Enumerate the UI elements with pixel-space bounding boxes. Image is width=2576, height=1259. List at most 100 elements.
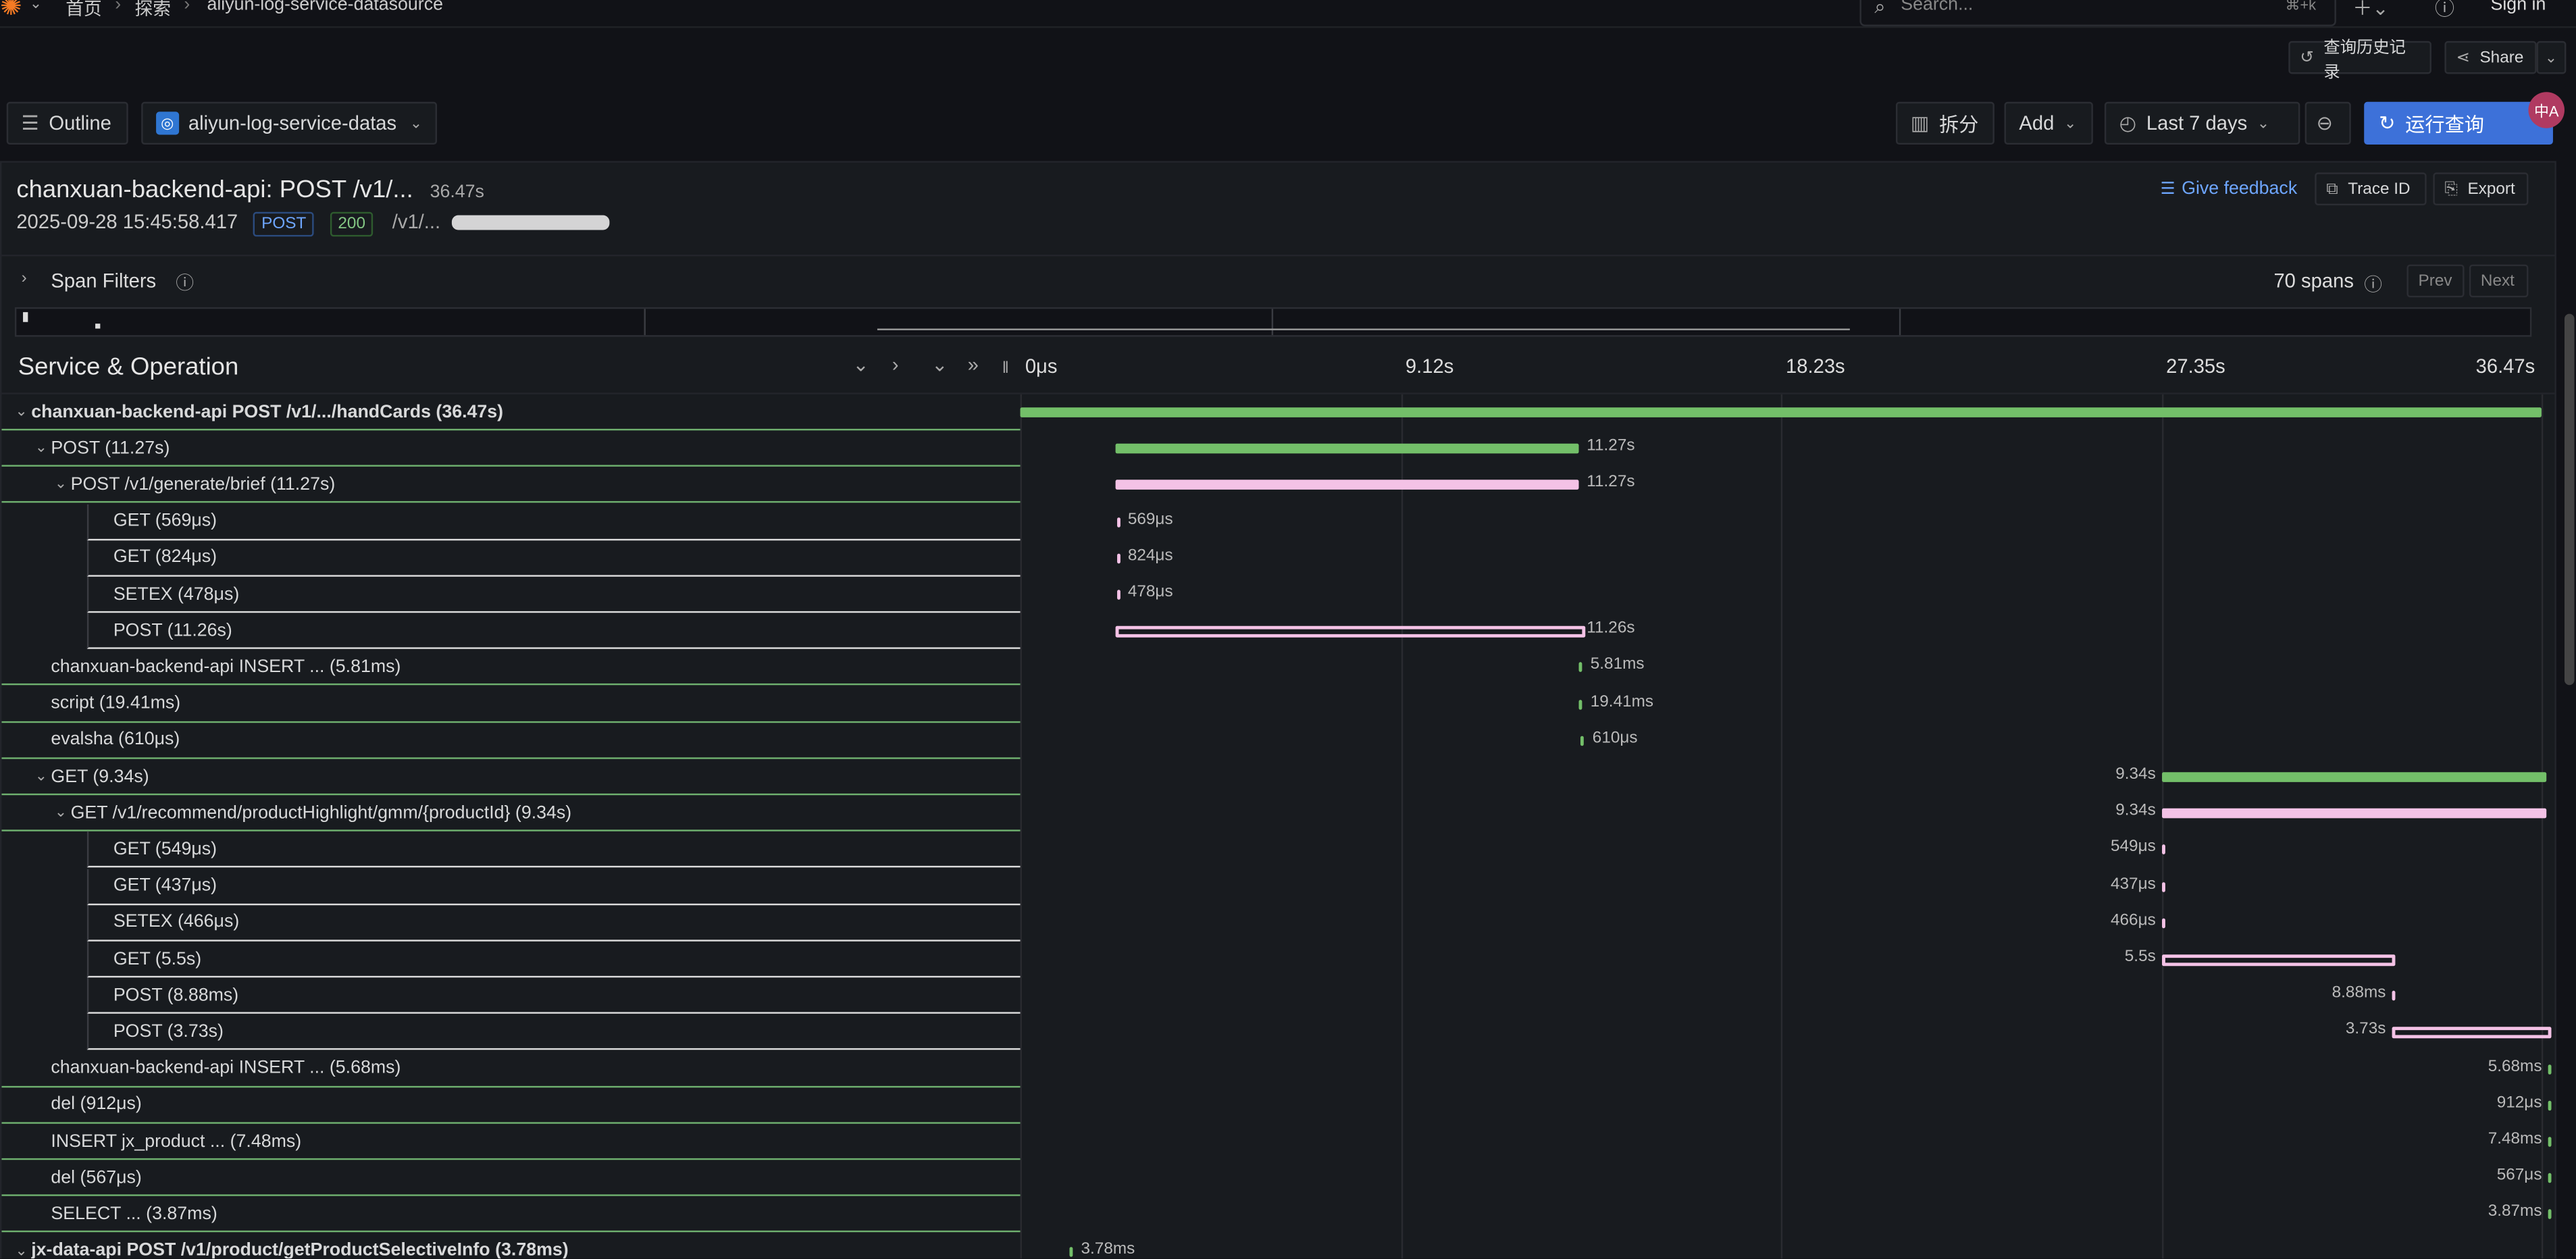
span-bar[interactable] xyxy=(2392,991,2396,1001)
span-row[interactable]: script (19.41ms) xyxy=(1,686,1021,723)
grafana-logo-icon[interactable]: ✺ xyxy=(0,0,22,22)
datasource-picker[interactable]: ◎ aliyun-log-service-datas ⌄ xyxy=(141,101,438,145)
query-history-button[interactable]: ↺ 查询历史记录 xyxy=(2288,39,2431,82)
plus-icon[interactable]: ＋⌄ xyxy=(2352,0,2389,20)
span-bar[interactable] xyxy=(2162,808,2546,819)
span-bar[interactable] xyxy=(1115,444,1579,454)
help-icon[interactable]: ⓘ xyxy=(2434,0,2455,20)
span-bar[interactable] xyxy=(1115,480,1579,490)
span-row[interactable]: GET (437μs) xyxy=(86,868,1021,905)
span-bar[interactable] xyxy=(2548,1064,2552,1074)
chevron-down-icon[interactable]: ⌄ xyxy=(54,475,68,492)
span-bar[interactable] xyxy=(1578,699,1582,709)
span-bar[interactable] xyxy=(2548,1173,2552,1183)
span-row[interactable]: ⌄ GET /v1/recommend/productHighlight/gmm/… xyxy=(1,796,1021,832)
span-row[interactable]: chanxuan-backend-api INSERT ... (5.81ms) xyxy=(1,650,1021,686)
span-timeline-row[interactable]: 3.78ms xyxy=(1021,1233,2542,1258)
run-query-button[interactable]: ↻ 运行查询 xyxy=(2364,101,2553,145)
span-bar[interactable] xyxy=(1578,663,1582,673)
span-row[interactable]: GET (824μs) xyxy=(86,540,1021,577)
avatar[interactable]: 中A xyxy=(2528,92,2565,128)
trace-id-button[interactable]: ⧉ Trace ID xyxy=(2315,172,2427,206)
span-row[interactable]: GET (569μs) xyxy=(86,503,1021,540)
span-row[interactable]: ⌄ jx-data-api POST /v1/product/getProduct… xyxy=(1,1233,1020,1259)
span-bar[interactable] xyxy=(1116,517,1120,527)
span-timeline-row[interactable]: 5.68ms xyxy=(1021,1051,2552,1087)
span-row[interactable]: GET (549μs) xyxy=(86,831,1021,869)
next-button[interactable]: Next xyxy=(2469,264,2529,298)
span-row[interactable]: chanxuan-backend-api INSERT ... (5.68ms) xyxy=(1,1051,1021,1087)
span-timeline-row[interactable]: 19.41ms xyxy=(1021,686,2542,723)
span-row[interactable]: del (912μs) xyxy=(1,1087,1021,1124)
span-timeline-row[interactable]: 3.73s xyxy=(1021,1014,2552,1051)
span-bar[interactable] xyxy=(2162,845,2166,855)
chevron-down-icon[interactable]: ⌄ xyxy=(34,438,47,456)
span-row[interactable]: POST (11.26s) xyxy=(86,613,1021,650)
span-row[interactable]: SETEX (466μs) xyxy=(86,904,1021,942)
vertical-scrollbar[interactable] xyxy=(2564,313,2575,686)
span-bar[interactable] xyxy=(1580,736,1585,746)
span-bar[interactable] xyxy=(1020,407,2542,417)
span-timeline-row[interactable] xyxy=(1020,394,2542,431)
span-row[interactable]: ⌄ chanxuan-backend-api POST /v1/.../handC… xyxy=(1,394,1021,431)
span-timeline-row[interactable]: 912μs xyxy=(1021,1087,2552,1124)
expand-all-icon[interactable]: » xyxy=(967,353,979,377)
span-timeline-row[interactable]: 11.26s xyxy=(1021,613,2542,650)
breadcrumb-explore[interactable]: 探索 xyxy=(134,0,171,20)
export-button[interactable]: ⎘ Export xyxy=(2433,172,2529,206)
span-row[interactable]: SETEX (478μs) xyxy=(86,576,1021,613)
span-timeline-row[interactable]: 466μs xyxy=(1021,905,2542,942)
trace-minimap[interactable] xyxy=(14,307,2532,337)
chevron-down-icon[interactable]: ⌄ xyxy=(15,402,28,419)
span-bar[interactable] xyxy=(1116,553,1120,563)
prev-button[interactable]: Prev xyxy=(2406,264,2465,298)
span-row[interactable]: GET (5.5s) xyxy=(86,941,1021,978)
span-timeline-row[interactable]: 5.5s xyxy=(1021,942,2542,978)
span-timeline-row[interactable]: 610μs xyxy=(1021,723,2542,759)
span-timeline-row[interactable]: 7.48ms xyxy=(1021,1124,2552,1160)
span-row[interactable]: ⌄ POST /v1/generate/brief (11.27s) xyxy=(1,467,1021,504)
span-timeline-row[interactable]: 9.34s xyxy=(1021,796,2546,832)
chevron-down-icon[interactable]: ⌄ xyxy=(29,0,43,12)
search-input[interactable]: ⌕ Search... ⌘+k xyxy=(1859,0,2336,26)
chevron-right-icon[interactable]: › xyxy=(21,269,27,288)
span-timeline-row[interactable]: 11.27s xyxy=(1021,431,2542,467)
expand-one-icon[interactable]: › xyxy=(892,353,899,377)
span-row[interactable]: POST (8.88ms) xyxy=(86,977,1021,1014)
breadcrumb-home[interactable]: 首页 xyxy=(66,0,102,20)
span-row[interactable]: evalsha (610μs) xyxy=(1,723,1021,759)
chevron-down-icon[interactable]: ⌄ xyxy=(15,1241,28,1258)
span-row[interactable]: SELECT ... (3.87ms) xyxy=(1,1197,1021,1233)
span-timeline-row[interactable]: 8.88ms xyxy=(1021,978,2542,1014)
split-button[interactable]: ▥ 拆分 xyxy=(1895,101,1994,145)
add-button[interactable]: Add ⌄ xyxy=(2004,101,2093,145)
sign-in-link[interactable]: Sign in xyxy=(2490,0,2546,15)
collapse-all-icon[interactable]: ⌄ xyxy=(931,353,948,377)
span-timeline-row[interactable]: 5.81ms xyxy=(1021,650,2542,686)
span-bar[interactable] xyxy=(2162,772,2546,782)
span-row[interactable]: del (567μs) xyxy=(1,1160,1021,1197)
span-timeline-row[interactable]: 549μs xyxy=(1021,832,2542,869)
span-timeline-row[interactable]: 824μs xyxy=(1021,540,2542,577)
span-filters-toggle[interactable]: Span Filters xyxy=(51,269,157,292)
span-bar[interactable] xyxy=(1116,626,1585,638)
span-bar[interactable] xyxy=(2548,1100,2552,1110)
span-timeline-row[interactable]: 9.34s xyxy=(1021,759,2546,796)
share-dropdown-button[interactable]: ⌄ xyxy=(2536,41,2567,74)
resize-handle-icon[interactable]: ‖ xyxy=(1002,359,1009,378)
span-timeline-row[interactable]: 478μs xyxy=(1021,577,2542,613)
chevron-down-icon[interactable]: ⌄ xyxy=(34,767,47,784)
outline-button[interactable]: ☰ Outline xyxy=(6,101,128,145)
span-timeline-row[interactable]: 567μs xyxy=(1021,1160,2552,1197)
span-timeline-row[interactable]: 437μs xyxy=(1021,869,2542,905)
span-bar[interactable] xyxy=(2548,1137,2552,1147)
span-bar[interactable] xyxy=(2548,1210,2552,1220)
span-timeline-row[interactable]: 3.87ms xyxy=(1021,1197,2552,1233)
zoom-out-button[interactable]: ⊖ xyxy=(2304,101,2351,145)
span-bar[interactable] xyxy=(2162,918,2166,928)
span-bar[interactable] xyxy=(2162,954,2395,967)
span-bar[interactable] xyxy=(2162,881,2166,892)
span-bar[interactable] xyxy=(1116,590,1120,600)
share-button[interactable]: ⋖ Share xyxy=(2444,41,2537,74)
span-row[interactable]: ⌄ POST (11.27s) xyxy=(1,431,1021,467)
